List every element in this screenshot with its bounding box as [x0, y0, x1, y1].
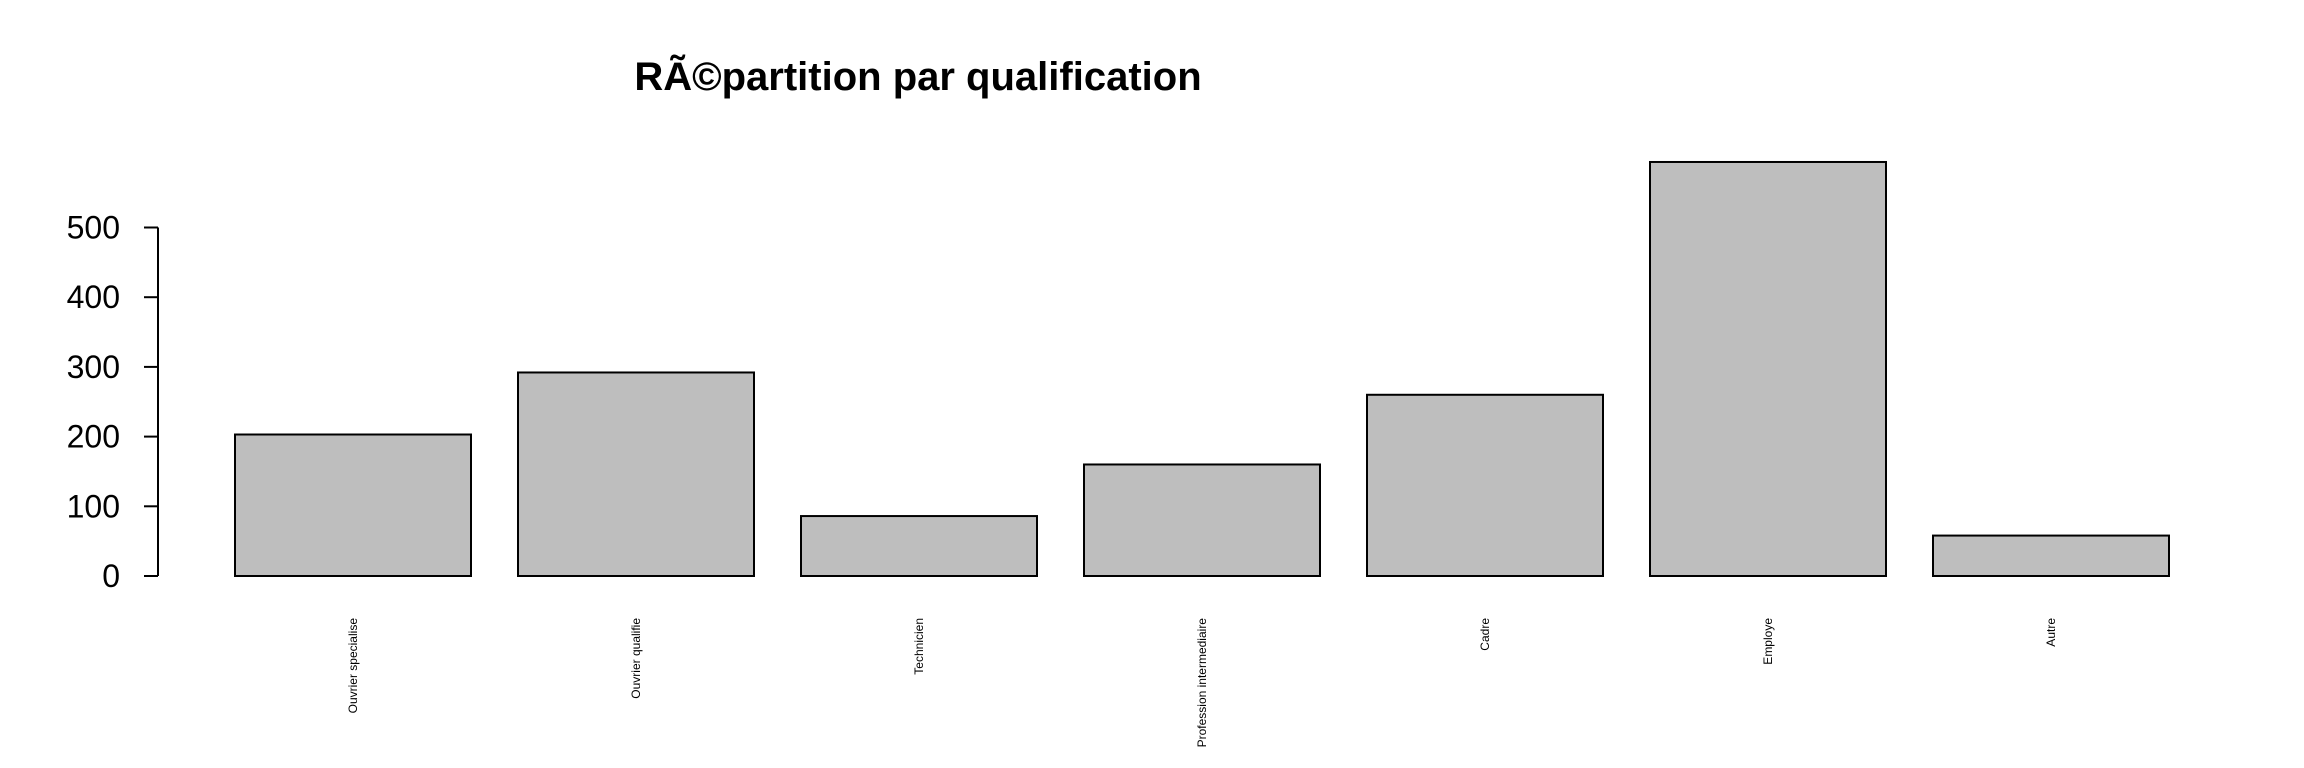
- x-tick-label: Autre: [2044, 618, 2058, 647]
- y-tick-label: 0: [102, 558, 120, 594]
- y-tick-label: 100: [67, 488, 120, 524]
- y-tick-label: 200: [67, 419, 120, 455]
- x-tick-label: Ouvrier qualifie: [629, 618, 643, 699]
- bar: [800, 515, 1038, 577]
- x-tick-label: Ouvrier specialise: [346, 618, 360, 714]
- chart-title: RÃ©partition par qualification: [634, 53, 1201, 99]
- bar: [234, 433, 472, 577]
- y-tick-label: 500: [67, 210, 120, 246]
- y-axis: 0 100 200 300 400 500: [67, 210, 159, 594]
- bar: [1083, 463, 1321, 578]
- bar: [517, 371, 755, 578]
- x-tick-label: Employe: [1761, 618, 1775, 665]
- bar: [1649, 160, 1887, 577]
- x-tick-label: Profession intermediaire: [1195, 618, 1209, 748]
- x-tick-label: Cadre: [1478, 618, 1492, 651]
- y-tick-label: 400: [67, 279, 120, 315]
- x-tick-labels: Ouvrier specialise Ouvrier qualifie Techni…: [346, 618, 2058, 748]
- x-tick-label: Technicien: [912, 618, 926, 675]
- bars: [234, 160, 2170, 578]
- y-tick-label: 300: [67, 349, 120, 385]
- bar: [1366, 393, 1604, 577]
- bar: [1932, 534, 2170, 577]
